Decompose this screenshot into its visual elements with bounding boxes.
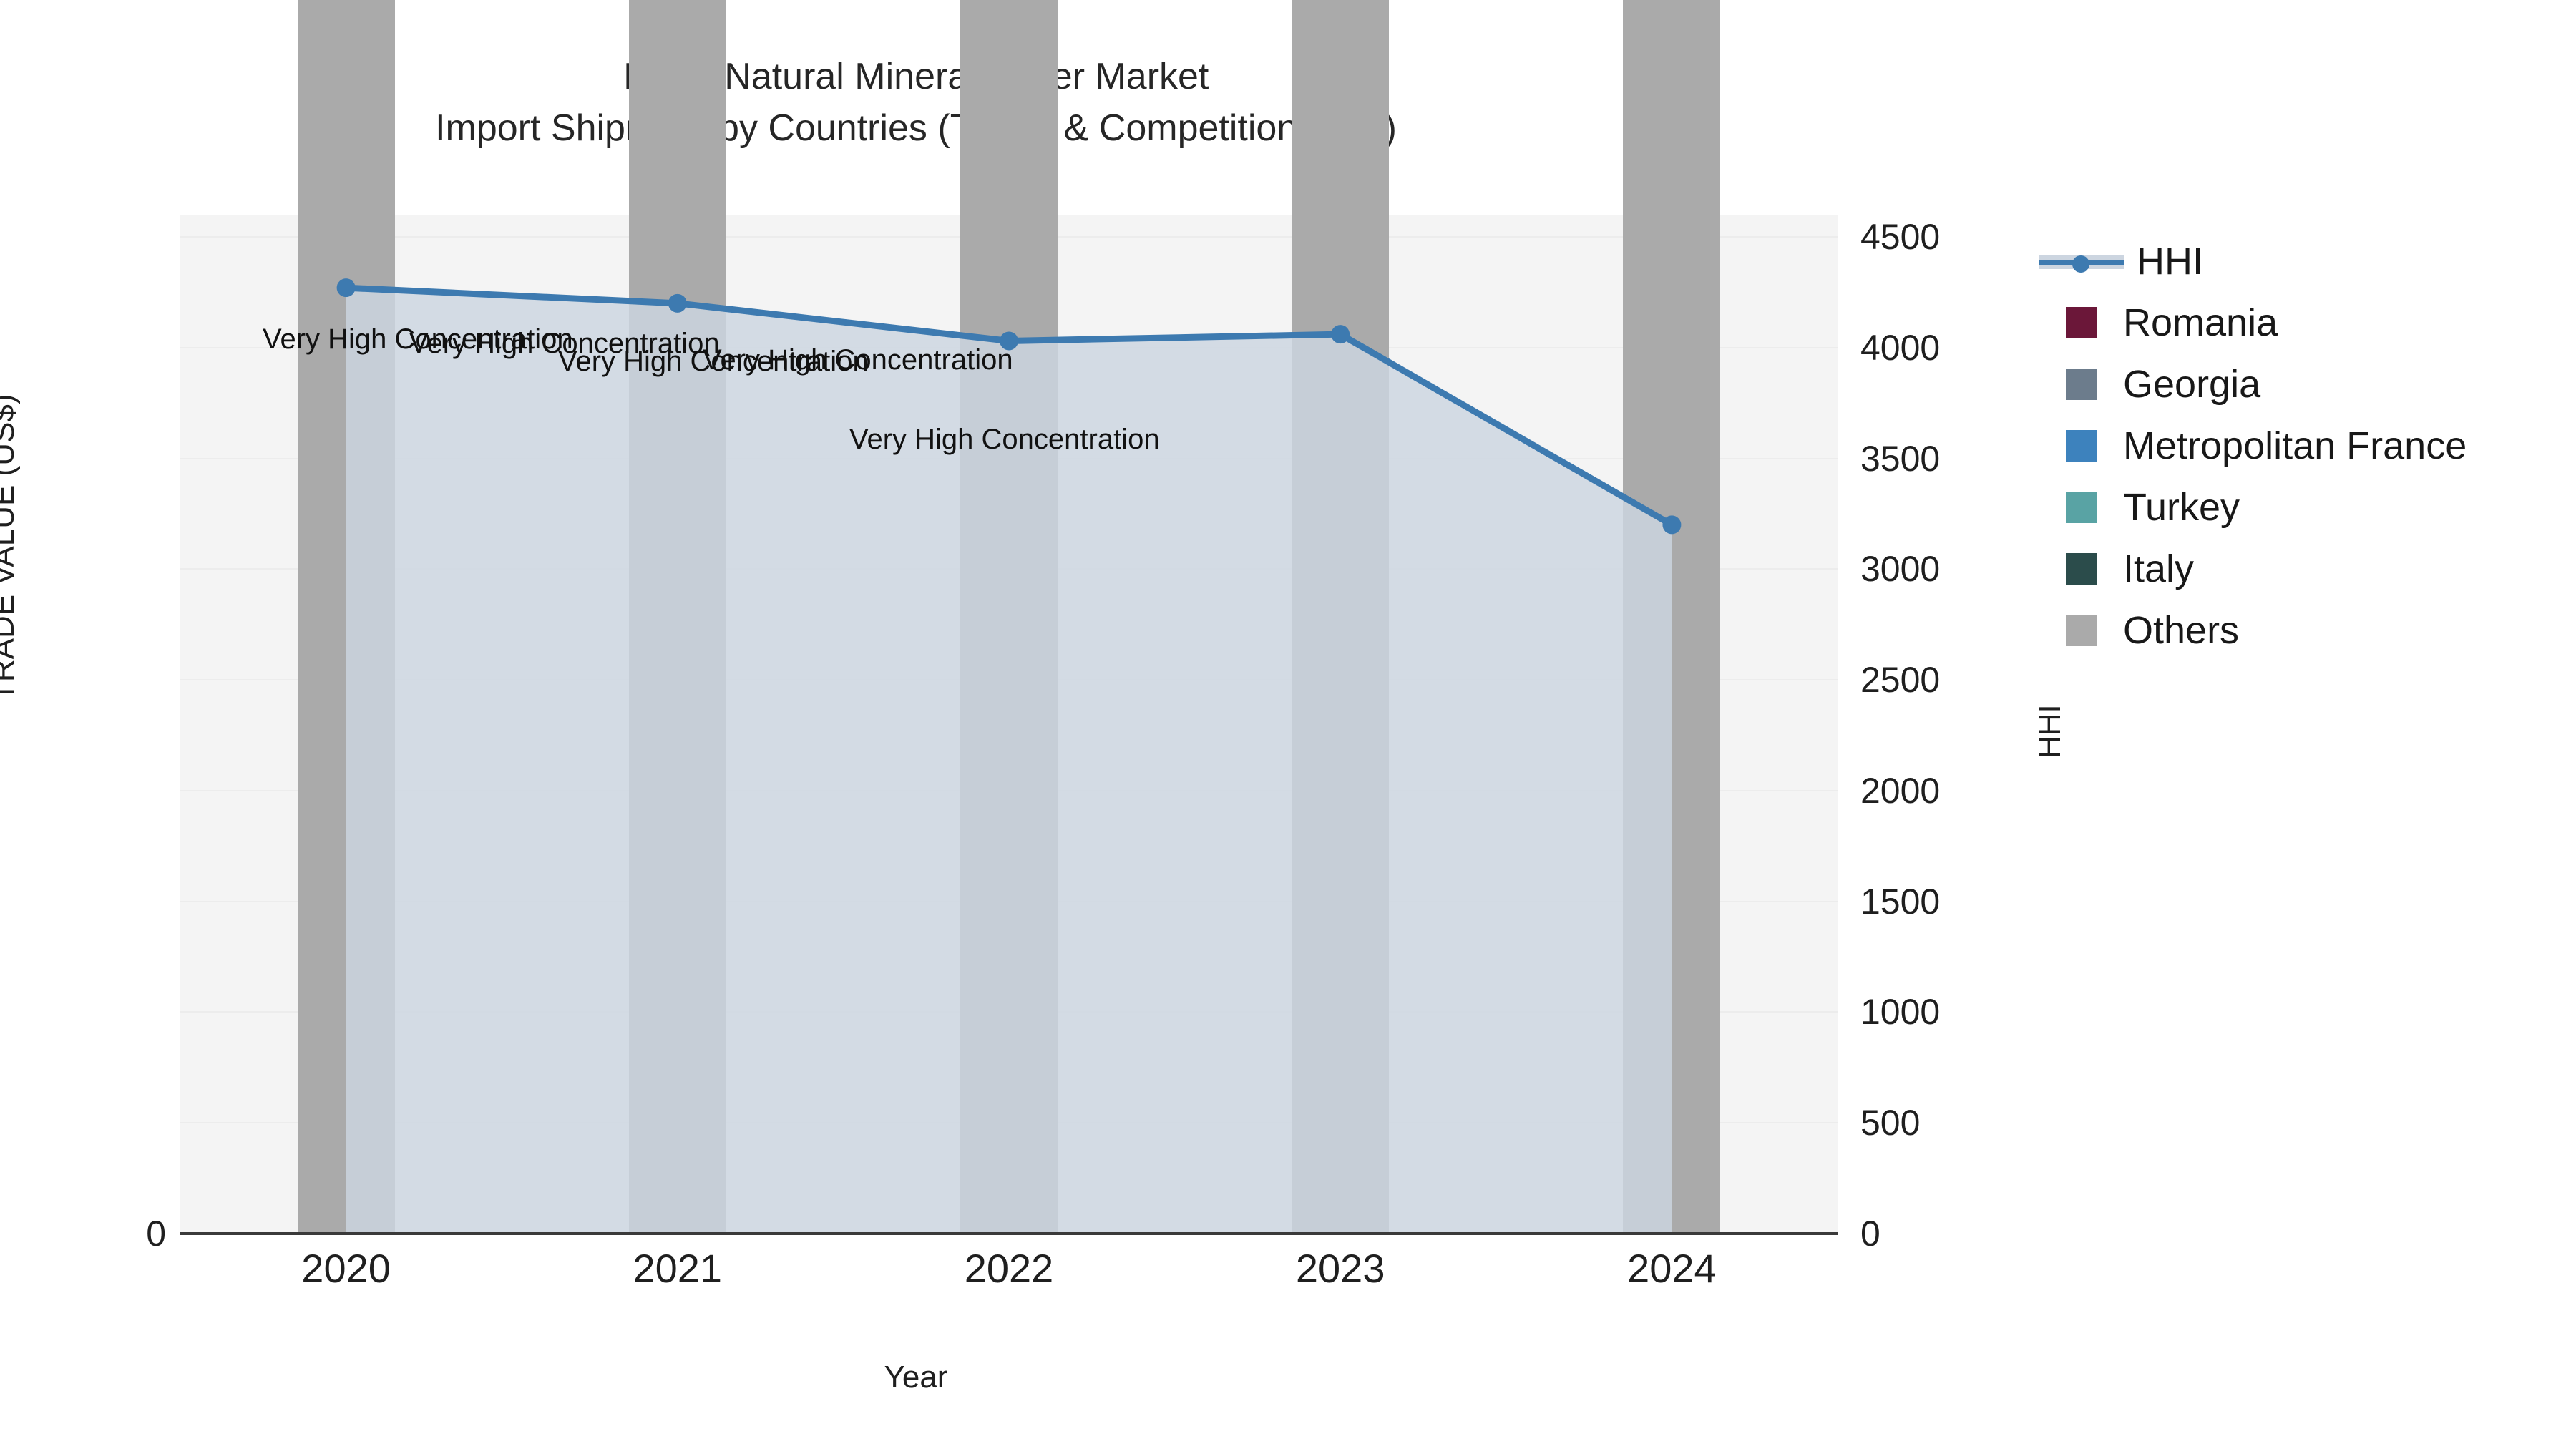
hhi-concentration-annotation: Very High Concentration [558,346,869,377]
legend-item-label: Romania [2123,301,2278,344]
x-axis-tick: 2023 [1295,1246,1385,1291]
legend-item-hhi[interactable]: HHI [2039,230,2467,292]
x-axis-tick: 2024 [1627,1246,1717,1291]
legend-color-swatch [2066,492,2097,523]
y-axis-right-tick: 4500 [1860,216,1941,257]
x-axis-line [180,1232,1838,1235]
legend-color-swatch [2066,307,2097,338]
y-axis-left-title: TRADE VALUE (US$) [0,394,21,702]
legend-color-swatch [2066,615,2097,646]
plot-area: Very High Concentration Very High Concent… [180,0,1838,1234]
chart-title: Israel Natural Mineral Water Market Impo… [0,52,1832,155]
bar-segment-others[interactable] [297,0,395,1234]
y-axis-right-tick: 1000 [1860,992,1941,1033]
y-axis-right-tick: 4000 [1860,327,1941,368]
bar-group[interactable] [297,0,395,1234]
bar-segment-others[interactable] [628,0,726,1234]
bar-group[interactable] [1292,0,1390,1234]
y-axis-right-tick: 3500 [1860,438,1941,479]
y-axis-right-tick: 0 [1860,1214,1880,1254]
bar-segment-others[interactable] [960,0,1058,1234]
legend-item-label: Others [2123,609,2240,652]
legend-color-swatch [2066,369,2097,400]
hhi-concentration-annotation: Very High Concentration [703,344,1013,376]
hhi-concentration-annotation: Very High Concentration [409,328,720,359]
y-axis-right-title: HHI [2032,704,2067,758]
legend-item-italy[interactable]: Italy [2039,538,2467,600]
x-axis-tick: 2021 [633,1246,723,1291]
legend-item-label: Turkey [2123,486,2240,529]
y-axis-right-tick: 2500 [1860,660,1941,701]
x-axis-tick: 2022 [964,1246,1054,1291]
legend-line-dot [2072,255,2089,273]
hhi-concentration-annotation: Very High Concentration [263,323,573,355]
bar-group[interactable] [1623,0,1721,1234]
legend-item-label: Georgia [2123,363,2261,406]
y-axis-right-tick: 500 [1860,1103,1921,1143]
legend-item-label: HHI [2137,240,2203,283]
y-axis-right-tick: 1500 [1860,881,1941,922]
bar-segment-others[interactable] [1623,0,1721,1234]
legend-item-romania[interactable]: Romania [2039,292,2467,353]
legend-item-metropolitan-france[interactable]: Metropolitan France [2039,415,2467,477]
y-axis-right-tick: 2000 [1860,770,1941,811]
y-axis-right-tick: 3000 [1860,549,1941,590]
x-axis-tick: 2020 [301,1246,391,1291]
chart-legend: HHI Romania Georgia Metropolitan France Turk… [2039,230,2467,661]
legend-item-turkey[interactable]: Turkey [2039,477,2467,538]
hhi-concentration-annotation: Very High Concentration [849,424,1160,455]
legend-item-georgia[interactable]: Georgia [2039,353,2467,415]
bar-segment-others[interactable] [1292,0,1390,1234]
legend-line-marker [2039,245,2124,277]
y-axis-left-tick: 0 [146,1214,166,1254]
chart-title-line2: Import Shipment by Countries (Top 5) & C… [435,107,1397,149]
legend-item-label: Italy [2123,547,2195,590]
legend-item-label: Metropolitan France [2123,424,2467,467]
legend-color-swatch [2066,553,2097,585]
legend-color-swatch [2066,430,2097,462]
legend-item-others[interactable]: Others [2039,600,2467,661]
x-axis-title: Year [884,1360,948,1395]
